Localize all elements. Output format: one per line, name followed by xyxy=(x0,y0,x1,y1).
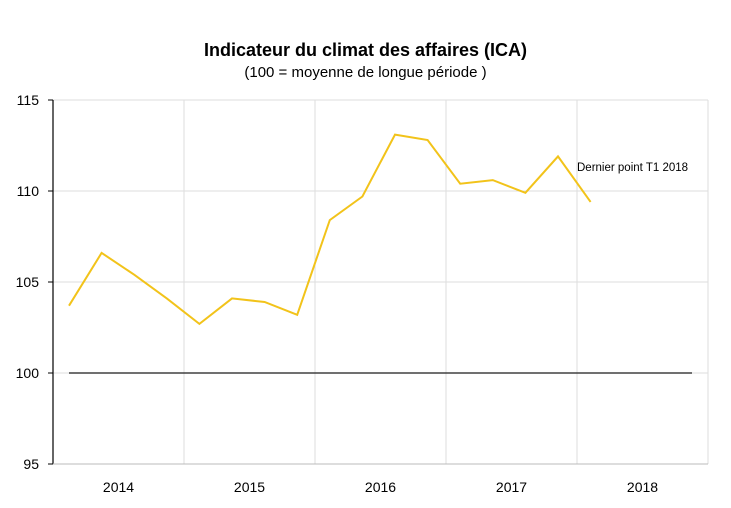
y-tick-label: 95 xyxy=(23,456,39,472)
chart-title: Indicateur du climat des affaires (ICA) xyxy=(203,40,528,60)
y-tick-label: 100 xyxy=(16,365,40,381)
series-group xyxy=(68,133,592,326)
x-axis-ticks: 2014 2015 2016 2017 2018 xyxy=(103,479,658,495)
y-tick-label: 110 xyxy=(17,183,40,199)
x-tick-label: 2014 xyxy=(103,479,134,495)
grid-lines xyxy=(48,99,709,465)
x-tick-label: 2017 xyxy=(496,479,527,495)
x-tick-label: 2018 xyxy=(627,479,658,495)
x-tick-label: 2015 xyxy=(234,479,265,495)
chart-subtitle: (100 = moyenne de longue période ) xyxy=(244,64,487,81)
series-line xyxy=(68,133,592,326)
last-point-annotation: Dernier point T1 2018 xyxy=(577,162,688,174)
y-tick-label: 105 xyxy=(16,274,40,290)
x-tick-label: 2016 xyxy=(365,479,396,495)
y-tick-label: 115 xyxy=(17,92,40,108)
y-axis-ticks: 95 100 105 110 115 xyxy=(16,92,40,472)
